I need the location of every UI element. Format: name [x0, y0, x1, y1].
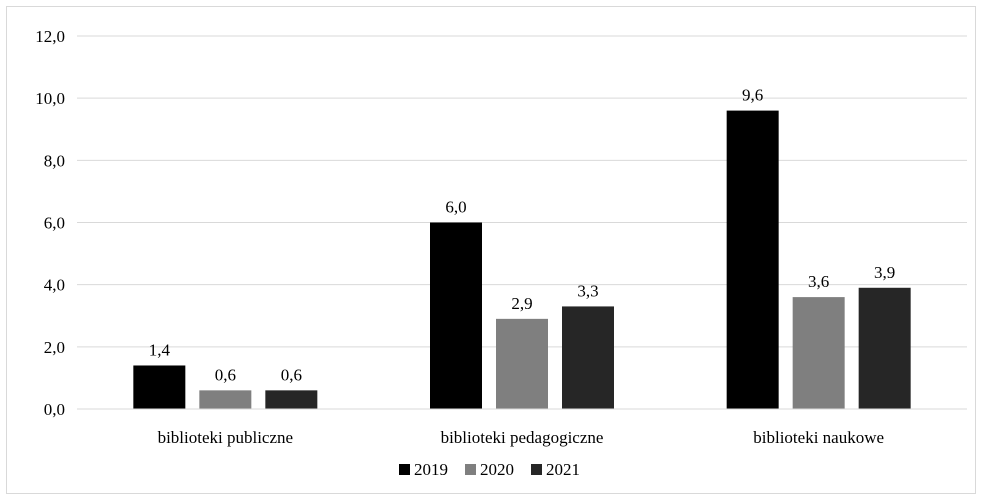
bar: [858, 287, 911, 409]
data-label: 2,9: [511, 294, 532, 313]
bar: [562, 306, 614, 409]
legend-swatch: [531, 464, 542, 475]
data-label: 1,4: [149, 340, 171, 359]
y-tick-label: 2,0: [44, 338, 65, 357]
data-label: 3,6: [808, 272, 829, 291]
bar: [430, 222, 482, 409]
chart-area: 0,0 2,0 4,0 6,0 8,0 10,0 12,0 1,4 0,6 0,6 bibliote…: [6, 6, 976, 494]
data-label: 3,9: [874, 263, 895, 282]
bar: [496, 318, 548, 409]
data-label: 0,6: [215, 365, 236, 384]
y-tick-label: 8,0: [44, 151, 65, 170]
x-category-label: biblioteki pedagogiczne: [441, 428, 604, 447]
y-tick-label: 6,0: [44, 214, 65, 233]
bar: [265, 390, 318, 409]
x-category-label: biblioteki publiczne: [158, 428, 294, 447]
bar: [199, 390, 252, 409]
legend-swatch: [399, 464, 410, 475]
legend-swatch: [465, 464, 476, 475]
legend-label: 2021: [546, 460, 580, 479]
y-tick-label: 4,0: [44, 276, 65, 295]
y-tick-label: 0,0: [44, 400, 65, 419]
legend-label: 2020: [480, 460, 514, 479]
y-tick-label: 10,0: [35, 89, 65, 108]
bar: [133, 365, 186, 409]
data-label: 0,6: [281, 365, 302, 384]
bar: [726, 110, 779, 409]
data-label: 6,0: [445, 198, 466, 217]
bar: [792, 297, 845, 409]
data-label: 3,3: [577, 281, 598, 300]
data-label: 9,6: [742, 86, 763, 105]
legend-label: 2019: [414, 460, 448, 479]
y-tick-label: 12,0: [35, 27, 65, 46]
bar-chart: 0,0 2,0 4,0 6,0 8,0 10,0 12,0 1,4 0,6 0,6 bibliote…: [35, 27, 967, 479]
x-category-label: biblioteki naukowe: [753, 428, 884, 447]
